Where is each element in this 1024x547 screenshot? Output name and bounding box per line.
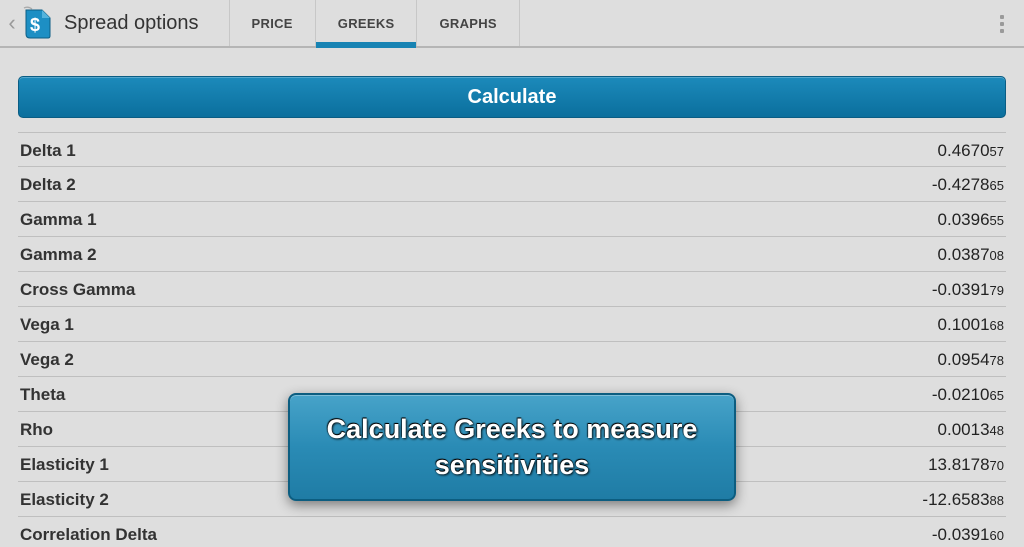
- greek-row: Gamma 1 0.039655: [18, 202, 1006, 237]
- greek-row: Vega 1 0.100168: [18, 307, 1006, 342]
- greek-value: 0.100168: [938, 307, 1004, 343]
- greek-row: Gamma 2 0.038708: [18, 237, 1006, 272]
- tooltip-text: Calculate Greeks to measure sensitivitie…: [290, 411, 734, 484]
- overflow-menu-icon[interactable]: [990, 0, 1014, 48]
- greek-value: 0.038708: [938, 237, 1004, 273]
- greek-row: Vega 2 0.095478: [18, 342, 1006, 377]
- greek-label: Delta 1: [20, 133, 76, 168]
- greek-row: Delta 2 -0.427865: [18, 167, 1006, 202]
- greek-label: Elasticity 2: [20, 482, 109, 517]
- greek-label: Gamma 2: [20, 237, 97, 272]
- calculate-button[interactable]: Calculate: [18, 76, 1006, 118]
- greek-row: Cross Gamma -0.039179: [18, 272, 1006, 307]
- app-title: Spread options: [64, 12, 199, 35]
- greek-value: -0.039179: [932, 272, 1004, 308]
- app-header: ‹ $ Spread options PRICE GREEKS GRAPHS: [0, 0, 1024, 48]
- greek-value: 0.095478: [938, 342, 1004, 378]
- tab-bar: PRICE GREEKS GRAPHS: [229, 0, 520, 46]
- tab-price[interactable]: PRICE: [229, 0, 315, 46]
- greek-label: Rho: [20, 412, 53, 447]
- greek-label: Elasticity 1: [20, 447, 109, 482]
- greek-value: -0.427865: [932, 167, 1004, 203]
- tab-label: GREEKS: [338, 16, 395, 31]
- greek-label: Theta: [20, 377, 65, 412]
- tooltip-overlay: Calculate Greeks to measure sensitivitie…: [288, 393, 736, 501]
- greek-label: Cross Gamma: [20, 272, 135, 307]
- greek-value: 13.817870: [928, 447, 1004, 483]
- greek-label: Vega 1: [20, 307, 74, 342]
- greek-label: Vega 2: [20, 342, 74, 377]
- greek-label: Delta 2: [20, 167, 76, 202]
- tab-greeks[interactable]: GREEKS: [315, 0, 417, 46]
- greek-value: -0.021065: [932, 377, 1004, 413]
- greek-value: 0.001348: [938, 412, 1004, 448]
- app-icon[interactable]: $: [20, 6, 54, 40]
- greek-row: Delta 1 0.467057: [18, 132, 1006, 167]
- greek-row: Correlation Delta -0.039160: [18, 517, 1006, 547]
- greek-value: -12.658388: [922, 482, 1004, 518]
- greek-value: 0.039655: [938, 202, 1004, 238]
- greek-value: 0.467057: [938, 133, 1004, 169]
- greek-label: Correlation Delta: [20, 517, 157, 547]
- svg-text:$: $: [30, 15, 40, 35]
- back-icon[interactable]: ‹: [0, 10, 18, 36]
- tab-label: PRICE: [252, 16, 293, 31]
- greek-label: Gamma 1: [20, 202, 97, 237]
- tab-graphs[interactable]: GRAPHS: [416, 0, 519, 46]
- tab-label: GRAPHS: [439, 16, 496, 31]
- greek-value: -0.039160: [932, 517, 1004, 547]
